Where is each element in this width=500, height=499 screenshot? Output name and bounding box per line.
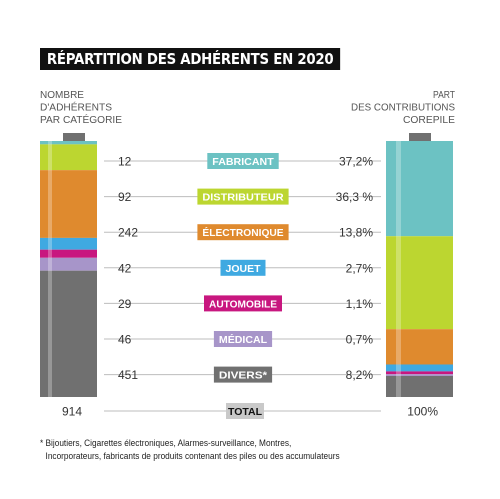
share-value: 2,7% (346, 261, 374, 275)
share-value: 0,7% (346, 333, 374, 347)
share-value: 1,1% (346, 297, 374, 311)
total-label: TOTAL (228, 406, 263, 418)
category-label: ÉLECTRONIQUE (202, 226, 283, 239)
right-battery-segment-divers (386, 376, 453, 397)
left-battery-segment-médical (40, 257, 97, 271)
right-battery-cap (409, 133, 431, 141)
member-count: 42 (118, 261, 132, 275)
footnote: * Bijoutiers, Cigarettes électroniques, … (40, 437, 340, 462)
left-battery-cap (63, 133, 85, 141)
left-axis-label: NOMBRE (40, 89, 84, 101)
left-battery-segment-automobile (40, 249, 97, 258)
category-label: AUTOMOBILE (209, 298, 277, 310)
category-badge (197, 224, 289, 241)
member-count: 451 (118, 368, 138, 382)
right-battery-segment-fabricant (386, 141, 453, 237)
total-badge (226, 403, 264, 419)
left-axis-label: PAR CATÉGORIE (40, 113, 122, 126)
right-axis-label: PART (433, 89, 455, 101)
right-battery-highlight (396, 141, 401, 397)
right-battery-segment-jouet (386, 364, 453, 372)
footnote-line-1: * Bijoutiers, Cigarettes électroniques, … (40, 438, 292, 448)
total-share: 100% (407, 405, 438, 419)
member-count: 242 (118, 226, 138, 240)
member-count: 92 (118, 190, 132, 204)
right-axis-label: COREPILE (403, 114, 455, 126)
left-battery-segment-électronique (40, 170, 97, 238)
category-badge (213, 366, 273, 383)
left-battery-segment-divers (40, 270, 97, 397)
right-battery-segment-électronique (386, 329, 453, 365)
category-badge (204, 295, 282, 312)
share-value: 8,2% (346, 368, 374, 382)
right-battery-segment-médical (386, 374, 453, 377)
left-battery-highlight (48, 141, 52, 397)
left-battery-segment-distributeur (40, 144, 97, 171)
category-badge (197, 188, 289, 205)
category-label: JOUET (226, 263, 262, 275)
total-members: 914 (62, 405, 82, 419)
right-axis-label: DES CONTRIBUTIONS (351, 102, 455, 114)
footnote-line-2: Incorporateurs, fabricants de produits c… (45, 450, 340, 461)
right-battery-segment-automobile (386, 371, 453, 375)
category-label: DIVERS* (219, 370, 268, 382)
share-value: 37,2% (339, 155, 373, 169)
right-battery-segment-distributeur (386, 236, 453, 330)
left-axis-label: D'ADHÉRENTS (40, 101, 112, 114)
left-battery-segment-fabricant (40, 141, 97, 145)
left-battery-segment-jouet (40, 237, 97, 250)
page-title: RÉPARTITION DES ADHÉRENTS EN 2020 (40, 48, 341, 70)
category-badge (207, 153, 279, 169)
member-count: 29 (118, 297, 132, 311)
category-label: MÉDICAL (219, 333, 268, 346)
share-value: 13,8% (339, 226, 373, 240)
category-badge (220, 259, 266, 276)
share-value: 36,3 % (336, 190, 374, 204)
category-badge (213, 331, 273, 347)
member-count: 46 (118, 333, 132, 347)
category-label: FABRICANT (212, 156, 274, 168)
member-count: 12 (118, 155, 132, 169)
category-label: DISTRIBUTEUR (202, 192, 284, 204)
